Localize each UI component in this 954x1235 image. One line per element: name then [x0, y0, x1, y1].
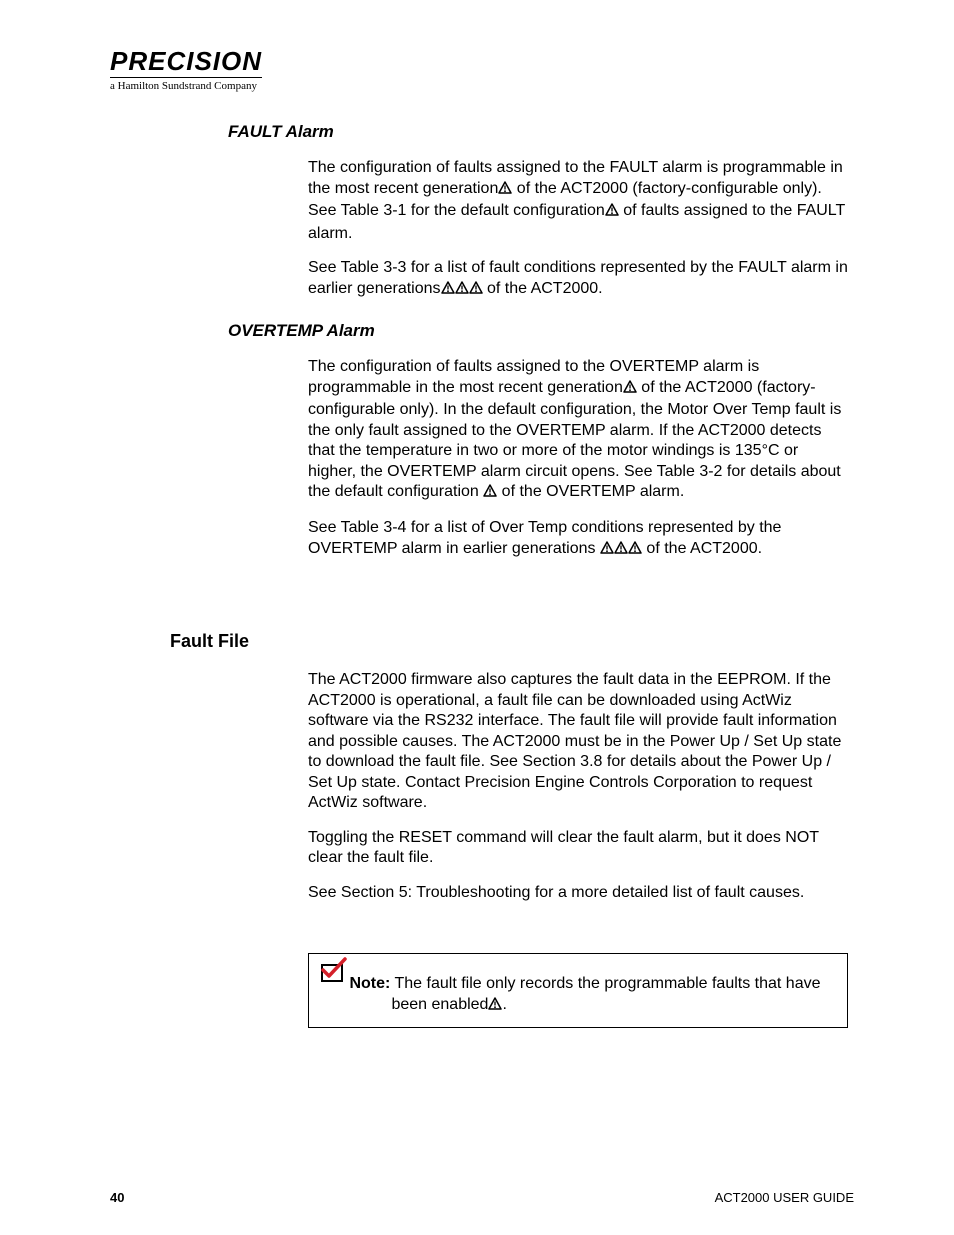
warning-icon [469, 281, 483, 301]
text: The fault file only records the programm… [390, 975, 820, 992]
fault-alarm-p2: See Table 3-3 for a list of fault condit… [308, 258, 848, 301]
page-number: 40 [110, 1190, 124, 1205]
text: of the ACT2000 (factory-configurable onl… [308, 379, 841, 500]
warning-icon [483, 484, 497, 504]
warning-icon [614, 541, 628, 561]
fault-file-p1: The ACT2000 firmware also captures the f… [308, 670, 848, 813]
subheading-fault-alarm: FAULT Alarm [228, 122, 854, 142]
text: of the ACT2000. [642, 540, 762, 557]
page-footer: 40 ACT2000 USER GUIDE [110, 1190, 854, 1205]
warning-icon [628, 541, 642, 561]
warning-icon [623, 380, 637, 400]
text: . [502, 996, 506, 1013]
logo-block: PRECISION a Hamilton Sundstrand Company [110, 50, 854, 92]
overtemp-alarm-p2: See Table 3-4 for a list of Over Temp co… [308, 518, 848, 561]
warning-icon [498, 181, 512, 201]
subheading-overtemp-alarm: OVERTEMP Alarm [228, 321, 854, 341]
checkmark-icon [319, 960, 345, 984]
note-label: Note: [349, 975, 390, 992]
warning-icon [455, 281, 469, 301]
note-text: Note: The fault file only records the pr… [349, 960, 827, 1017]
warning-icon [441, 281, 455, 301]
page: PRECISION a Hamilton Sundstrand Company … [0, 0, 954, 1235]
fault-file-p3: See Section 5: Troubleshooting for a mor… [308, 883, 848, 903]
fault-file-p2: Toggling the RESET command will clear th… [308, 828, 848, 869]
note-box: Note: The fault file only records the pr… [308, 953, 848, 1028]
logo-brand: PRECISION [110, 50, 262, 78]
doc-title: ACT2000 USER GUIDE [715, 1190, 854, 1205]
text: been enabled [391, 996, 488, 1013]
text: of the OVERTEMP alarm. [497, 483, 684, 500]
fault-alarm-p1: The configuration of faults assigned to … [308, 158, 848, 244]
overtemp-alarm-p1: The configuration of faults assigned to … [308, 357, 848, 504]
warning-icon [605, 203, 619, 223]
logo-tagline: a Hamilton Sundstrand Company [110, 80, 854, 92]
warning-icon [488, 997, 502, 1017]
heading-fault-file: Fault File [170, 631, 854, 652]
text: of the ACT2000. [483, 280, 603, 297]
warning-icon [600, 541, 614, 561]
